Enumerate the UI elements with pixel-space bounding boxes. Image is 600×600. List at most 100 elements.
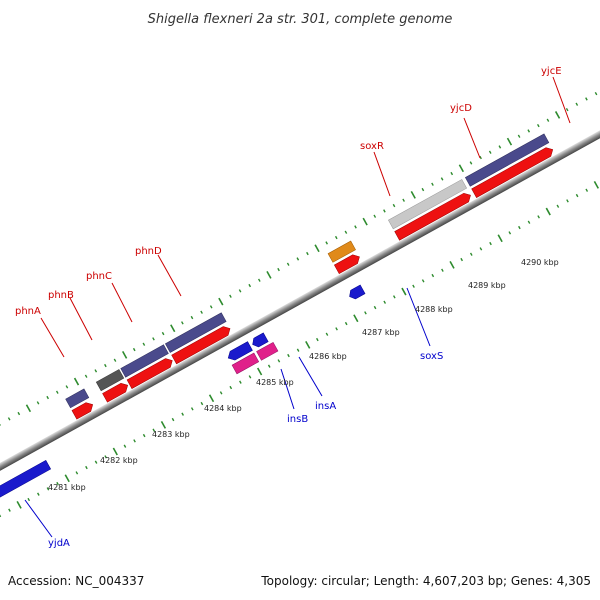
reverse-tick-mark (421, 279, 425, 283)
gene-insB[interactable] (231, 352, 260, 375)
cds-soxR-arrow[interactable] (333, 252, 362, 275)
forward-tick-mark (498, 145, 502, 149)
forward-tick-mark (585, 97, 588, 101)
gene-phnD[interactable] (164, 312, 227, 353)
reverse-tick-mark (142, 433, 146, 438)
reverse-tick-mark (469, 252, 473, 256)
accession-text: Accession: NC_004337 (8, 574, 144, 588)
reverse-tick-mark (287, 353, 290, 358)
genome-summary-text: Topology: circular; Length: 4,607,203 bp… (260, 574, 591, 588)
reverse-tick-mark (248, 375, 252, 379)
scale-labels: 4281 kbp 4282 kbp 4283 kbp 4284 kbp 4285… (48, 258, 559, 492)
forward-tick-mark (132, 347, 136, 352)
cds-yjcE-arrow[interactable] (471, 145, 556, 198)
gene-phnB[interactable] (95, 369, 125, 392)
reverse-tick-mark (431, 273, 435, 278)
forward-tick-mark (306, 251, 309, 256)
label-yjdA: yjdA (48, 538, 70, 549)
forward-tick-mark (200, 310, 203, 314)
forward-tick-mark (440, 177, 444, 181)
reverse-tick-mark (497, 234, 503, 243)
forward-tick-mark (354, 225, 357, 229)
reverse-tick-mark (56, 481, 59, 486)
forward-tick-mark (55, 390, 59, 394)
label-phnD: phnD (135, 246, 162, 257)
reverse-tick-mark (508, 231, 512, 235)
forward-tick-mark (527, 129, 531, 133)
forward-tick-mark (296, 257, 300, 261)
reverse-tick-mark (85, 465, 88, 470)
gene-soxR[interactable] (327, 240, 356, 263)
scale-label-4288: 4288 kbp (415, 305, 453, 314)
reverse-tick-mark (152, 428, 156, 432)
cds-phnC-arrow[interactable] (126, 356, 175, 389)
forward-tick-mark (536, 123, 540, 128)
gene-phnA[interactable] (65, 388, 90, 409)
forward-cds-track (71, 145, 556, 420)
cds-phnB-arrow[interactable] (102, 381, 131, 403)
cds-insB-arrow[interactable] (226, 341, 253, 363)
cds-phnA-arrow[interactable] (71, 400, 95, 420)
forward-tick-mark (94, 369, 98, 373)
forward-tick-mark (113, 358, 117, 362)
reverse-tick-mark (412, 284, 415, 288)
reverse-tick-mark (8, 508, 11, 512)
gene-labels: phnA phnB phnC phnD soxR yjcD yjcE yjdA … (15, 66, 562, 549)
forward-tick-mark (46, 395, 50, 400)
reverse-tick-mark (566, 199, 569, 203)
forward-tick-mark (506, 137, 513, 146)
forward-tick-mark (458, 164, 464, 173)
forward-tick-mark (104, 363, 107, 368)
reverse-tick-mark (200, 401, 204, 406)
forward-tick-mark (152, 337, 155, 341)
map-title: Shigella flexneri 2a str. 301, complete … (148, 12, 453, 27)
scale-label-4283: 4283 kbp (152, 430, 190, 439)
forward-tick-mark (161, 331, 165, 336)
label-insB: insB (287, 414, 308, 425)
reverse-tick-mark (401, 287, 407, 296)
forward-tick-mark (238, 289, 242, 293)
forward-tick-mark (277, 267, 280, 272)
reverse-tick-mark (94, 460, 98, 464)
forward-tick-mark (450, 171, 454, 176)
reverse-strand-ticks (0, 181, 599, 518)
gene-yjcD[interactable] (388, 179, 468, 230)
label-soxS: soxS (420, 351, 443, 362)
forward-tick-mark (383, 209, 386, 213)
cds-insA-arrow[interactable] (250, 332, 269, 349)
reverse-tick-mark (181, 412, 184, 416)
reverse-tick-mark (518, 225, 521, 230)
reverse-tick-mark (383, 300, 387, 304)
reverse-tick-mark (27, 497, 31, 502)
forward-tick-mark (594, 91, 598, 96)
cds-phnD-arrow[interactable] (171, 324, 233, 365)
forward-tick-mark (546, 118, 550, 122)
forward-tick-mark (469, 161, 473, 165)
forward-tick-mark (554, 111, 561, 119)
gene-phnC[interactable] (120, 344, 169, 378)
forward-tick-mark (121, 351, 128, 359)
gene-yjdA[interactable] (0, 459, 52, 509)
reverse-tick-mark (585, 188, 589, 192)
reverse-tick-mark (593, 181, 599, 189)
gene-yjcE[interactable] (464, 133, 550, 187)
scale-label-4281: 4281 kbp (48, 483, 86, 492)
forward-tick-mark (334, 235, 338, 240)
cds-soxS-arrow[interactable] (347, 284, 366, 301)
cds-yjcD-arrow[interactable] (394, 191, 473, 241)
reverse-tick-mark (364, 311, 367, 315)
scale-label-4282: 4282 kbp (100, 456, 138, 465)
reverse-tick-mark (267, 364, 271, 368)
forward-tick-mark (392, 203, 396, 208)
reverse-tick-mark (441, 268, 444, 272)
reverse-tick-mark (229, 385, 233, 390)
forward-tick-mark (142, 342, 146, 346)
scale-label-4287: 4287 kbp (362, 328, 400, 337)
gene-insA[interactable] (256, 341, 279, 361)
reverse-tick-mark (373, 305, 377, 310)
forward-tick-mark (575, 102, 579, 106)
reverse-tick-mark (219, 391, 223, 395)
label-yjcE: yjcE (541, 66, 562, 77)
reverse-label-lines (24, 287, 431, 538)
